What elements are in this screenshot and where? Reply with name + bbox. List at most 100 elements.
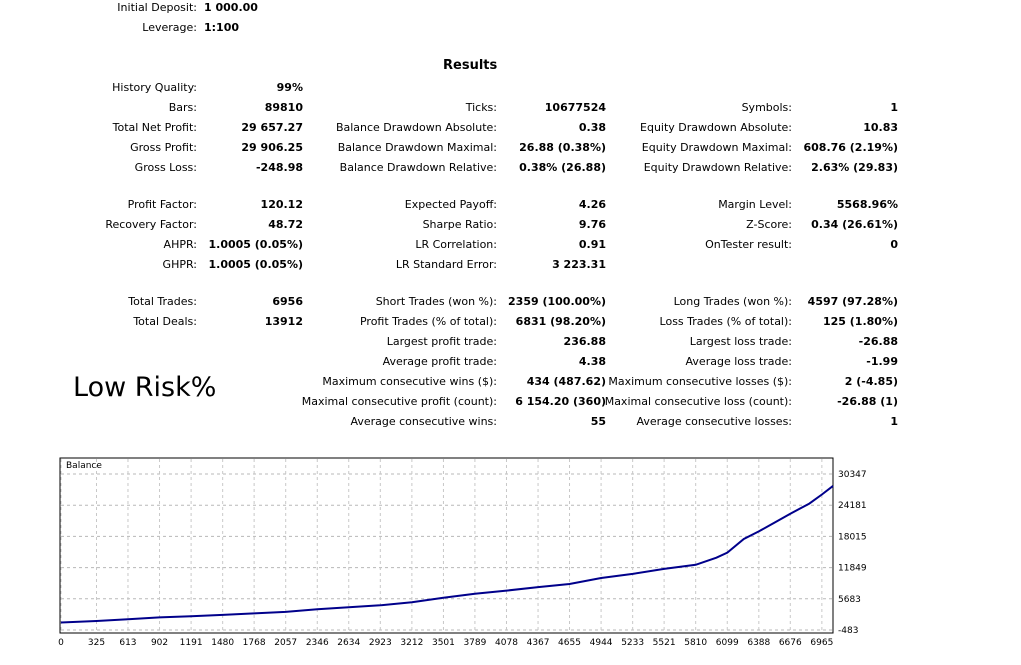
gross-profit-label: Gross Profit: xyxy=(130,141,197,154)
largest-loss-trade-value: -26.88 xyxy=(858,335,898,348)
total-net-profit-value: 29 657.27 xyxy=(241,121,303,134)
maximal-consecutive-profit-label: Maximal consecutive profit (count): xyxy=(301,395,497,408)
x-tick-label: 325 xyxy=(88,638,105,648)
balance-chart: Balance 30347 24181 18015 11849 5683 -483 0 32… xyxy=(58,457,867,648)
equity-drawdown-relative-label: Equity Drawdown Relative: xyxy=(643,161,792,174)
profit-factor-label: Profit Factor: xyxy=(127,198,197,211)
y-tick-label: 24181 xyxy=(838,501,867,511)
average-profit-trade-value: 4.38 xyxy=(578,355,606,368)
history-quality-value: 99% xyxy=(276,81,303,94)
x-tick-label: 3501 xyxy=(432,638,455,648)
balance-drawdown-relative-value: 0.38% (26.88) xyxy=(519,161,606,174)
max-consecutive-losses-label: Maximum consecutive losses ($): xyxy=(608,375,792,388)
balance-drawdown-absolute-label: Balance Drawdown Absolute: xyxy=(335,121,497,134)
margin-level-label: Margin Level: xyxy=(718,198,792,211)
recovery-factor-value: 48.72 xyxy=(268,218,303,231)
equity-drawdown-absolute-value: 10.83 xyxy=(863,121,898,134)
symbols-value: 1 xyxy=(890,101,898,114)
x-tick-label: 3789 xyxy=(463,638,486,648)
ahpr-value: 1.0005 (0.05%) xyxy=(208,238,304,251)
gross-loss-value: -248.98 xyxy=(255,161,303,174)
x-tick-label: 613 xyxy=(119,638,136,648)
chart-frame xyxy=(59,457,834,634)
profit-trades-value: 6831 (98.20%) xyxy=(515,315,606,328)
max-consecutive-wins-value: 434 (487.62) xyxy=(526,375,606,388)
ghpr-value: 1.0005 (0.05%) xyxy=(208,258,304,271)
ghpr-label: GHPR: xyxy=(162,258,197,271)
y-axis-ticks: 30347 24181 18015 11849 5683 -483 xyxy=(838,470,867,636)
short-trades-value: 2359 (100.00%) xyxy=(508,295,606,308)
expected-payoff-label: Expected Payoff: xyxy=(404,198,497,211)
balance-drawdown-maximal-label: Balance Drawdown Maximal: xyxy=(337,141,497,154)
x-tick-label: 4367 xyxy=(527,638,550,648)
bars-label: Bars: xyxy=(168,101,197,114)
x-tick-label: 2634 xyxy=(337,638,360,648)
recovery-factor-label: Recovery Factor: xyxy=(105,218,197,231)
x-tick-label: 1768 xyxy=(243,638,266,648)
y-tick-label: -483 xyxy=(838,626,858,636)
average-consecutive-wins-value: 55 xyxy=(590,415,606,428)
ticks-label: Ticks: xyxy=(465,101,497,114)
initial-deposit-label: Initial Deposit: xyxy=(117,1,197,14)
sharpe-ratio-label: Sharpe Ratio: xyxy=(422,218,497,231)
x-tick-label: 6388 xyxy=(747,638,770,648)
maximal-consecutive-profit-value: 6 154.20 (360) xyxy=(515,395,606,408)
y-tick-label: 11849 xyxy=(838,564,867,574)
total-net-profit-label: Total Net Profit: xyxy=(112,121,197,134)
equity-drawdown-absolute-label: Equity Drawdown Absolute: xyxy=(640,121,792,134)
sharpe-ratio-value: 9.76 xyxy=(578,218,606,231)
average-consecutive-wins-label: Average consecutive wins: xyxy=(350,415,497,428)
x-tick-label: 1191 xyxy=(180,638,203,648)
x-tick-label: 6965 xyxy=(810,638,833,648)
margin-level-value: 5568.96% xyxy=(836,198,898,211)
history-quality-label: History Quality: xyxy=(112,81,197,94)
x-tick-label: 2057 xyxy=(274,638,297,648)
x-tick-label: 2346 xyxy=(306,638,329,648)
gross-profit-value: 29 906.25 xyxy=(241,141,303,154)
x-tick-label: 3212 xyxy=(400,638,423,648)
total-deals-label: Total Deals: xyxy=(133,315,197,328)
z-score-value: 0.34 (26.61%) xyxy=(811,218,898,231)
ontester-result-label: OnTester result: xyxy=(705,238,792,251)
profit-trades-label: Profit Trades (% of total): xyxy=(359,315,497,328)
x-tick-label: 4944 xyxy=(590,638,613,648)
total-deals-value: 13912 xyxy=(264,315,303,328)
loss-trades-value: 125 (1.80%) xyxy=(822,315,898,328)
x-tick-label: 6099 xyxy=(716,638,739,648)
y-tick-label: 18015 xyxy=(838,532,867,542)
max-consecutive-losses-value: 2 (-4.85) xyxy=(844,375,898,388)
initial-deposit-value: 1 000.00 xyxy=(204,1,258,14)
lr-correlation-label: LR Correlation: xyxy=(415,238,497,251)
largest-loss-trade-label: Largest loss trade: xyxy=(689,335,792,348)
chart-title: Balance xyxy=(66,461,102,471)
ticks-value: 10677524 xyxy=(544,101,606,114)
total-trades-value: 6956 xyxy=(272,295,303,308)
average-consecutive-losses-label: Average consecutive losses: xyxy=(636,415,792,428)
risk-annotation: Low Risk% xyxy=(73,372,217,403)
x-tick-label: 4655 xyxy=(558,638,581,648)
chart-grid xyxy=(60,459,833,632)
bars-value: 89810 xyxy=(264,101,303,114)
x-tick-label: 5810 xyxy=(684,638,707,648)
x-tick-label: 1480 xyxy=(211,638,234,648)
ahpr-label: AHPR: xyxy=(163,238,197,251)
average-profit-trade-label: Average profit trade: xyxy=(382,355,497,368)
results-title: Results xyxy=(443,58,498,73)
z-score-label: Z-Score: xyxy=(746,218,792,231)
leverage-value: 1:100 xyxy=(204,21,240,34)
equity-drawdown-maximal-label: Equity Drawdown Maximal: xyxy=(641,141,792,154)
x-axis-ticks: 0 325 613 902 1191 1480 1768 2057 2346 2634 2923 32… xyxy=(58,638,833,648)
x-tick-label: 4078 xyxy=(495,638,518,648)
x-tick-label: 5233 xyxy=(621,638,644,648)
largest-profit-trade-label: Largest profit trade: xyxy=(386,335,497,348)
largest-profit-trade-value: 236.88 xyxy=(563,335,606,348)
short-trades-label: Short Trades (won %): xyxy=(375,295,497,308)
profit-factor-value: 120.12 xyxy=(260,198,303,211)
balance-line xyxy=(60,485,834,624)
equity-drawdown-maximal-value: 608.76 (2.19%) xyxy=(803,141,899,154)
total-trades-label: Total Trades: xyxy=(128,295,197,308)
loss-trades-label: Loss Trades (% of total): xyxy=(659,315,792,328)
long-trades-label: Long Trades (won %): xyxy=(673,295,792,308)
ontester-result-value: 0 xyxy=(890,238,898,251)
balance-drawdown-relative-label: Balance Drawdown Relative: xyxy=(339,161,497,174)
